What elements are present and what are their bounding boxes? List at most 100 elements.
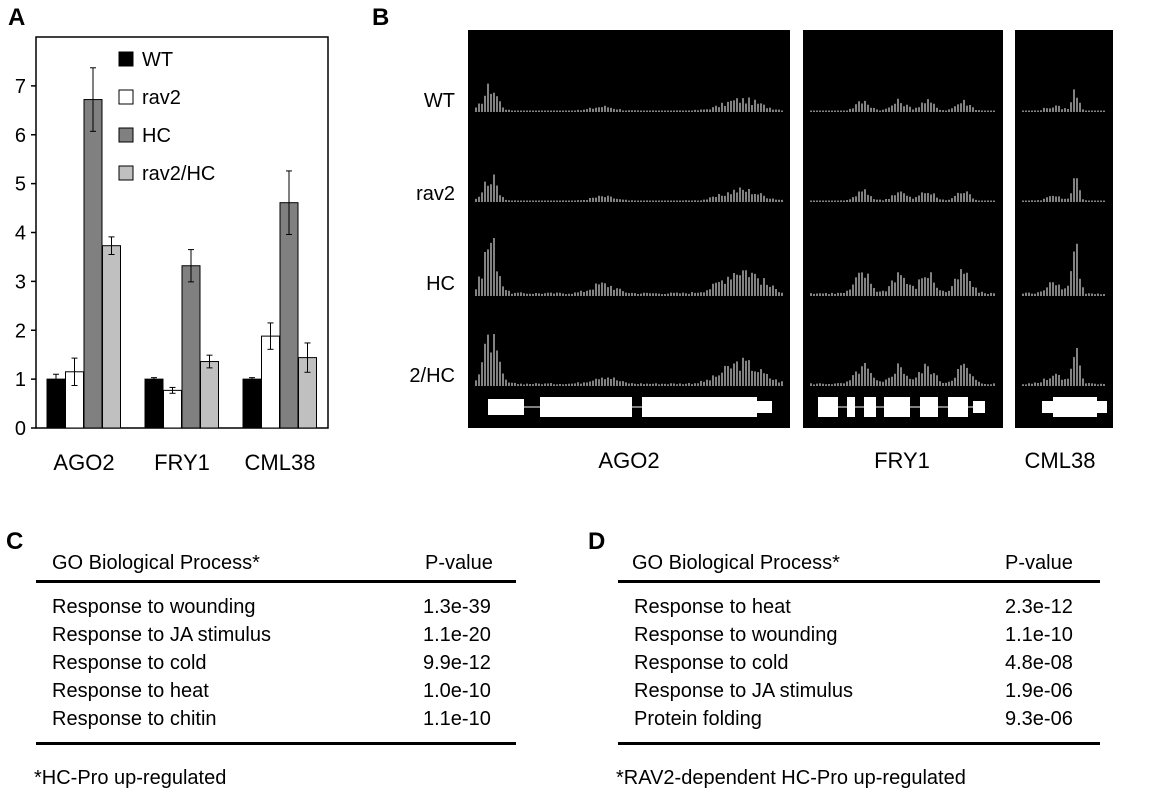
x-category-label: FRY1	[154, 450, 210, 475]
legend-swatch	[118, 89, 134, 105]
go-term: Response to JA stimulus	[634, 680, 853, 702]
track-box-ago2	[468, 30, 790, 428]
table-d-bottom-rule	[618, 742, 1100, 745]
y-tick-label: 5	[15, 174, 26, 196]
go-term: Response to cold	[634, 652, 789, 674]
exon	[756, 401, 772, 413]
bar	[144, 378, 164, 429]
coverage-track	[475, 238, 783, 296]
exon	[973, 401, 985, 413]
bar	[279, 202, 299, 429]
exon	[948, 397, 968, 417]
bar	[200, 361, 219, 429]
table-row: Response to chitin 1.1e-10	[36, 708, 516, 736]
p-value: 1.9e-06	[1005, 680, 1073, 702]
legend-label: rav2	[142, 87, 181, 109]
go-term: Response to chitin	[52, 708, 217, 730]
bar	[181, 265, 201, 429]
legend-label: HC	[142, 125, 171, 147]
exon	[1042, 401, 1054, 413]
exon	[864, 397, 876, 417]
bar	[163, 389, 182, 429]
row-label-wt: WT	[424, 90, 455, 112]
y-tick-label: 2	[15, 320, 26, 342]
go-table-d: GO Biological Process* P-value Response …	[618, 552, 1100, 745]
exon	[642, 397, 757, 417]
plot-area: 0 1 2 3 4 5 6 7 AGO2 FRY1 CML38 WT rav2 HC rav2/HC	[15, 36, 329, 475]
p-value: 2.3e-12	[1005, 596, 1073, 618]
panel-d-label: D	[588, 528, 606, 555]
panel-a-label: A	[8, 4, 26, 31]
table-row: Response to wounding 1.3e-39	[36, 596, 516, 624]
go-term: Response to wounding	[634, 624, 838, 646]
coverage-track	[810, 189, 995, 202]
track-box-fry1	[803, 30, 1003, 428]
table-row: Response to cold 9.9e-12	[36, 652, 516, 680]
track-box-cml38	[1015, 30, 1113, 428]
bar	[261, 335, 280, 429]
table-row: Response to heat 2.3e-12	[618, 596, 1100, 624]
coverage-track	[1022, 348, 1105, 386]
bar	[242, 378, 262, 429]
y-tick-label: 6	[15, 125, 26, 147]
exon	[540, 397, 632, 417]
p-value: 1.0e-10	[423, 680, 491, 702]
exon	[818, 397, 838, 417]
coverage-track	[1022, 178, 1105, 202]
exon	[1053, 397, 1097, 417]
table-c-header-pvalue: P-value	[425, 552, 493, 574]
exon	[847, 397, 855, 417]
bar-chart: 0 1 2 3 4 5 6 7 AGO2 FRY1 CML38 WT rav2 HC rav2/HC	[15, 36, 329, 475]
table-c-footnote: *HC-Pro up-regulated	[34, 767, 227, 789]
row-label-hc: HC	[426, 273, 455, 295]
go-table-c: GO Biological Process* P-value Response …	[36, 552, 516, 745]
x-category-label: CML38	[245, 450, 316, 475]
panel-b-label: B	[372, 4, 390, 31]
panel-c-label: C	[6, 528, 24, 555]
legend-swatch	[118, 127, 134, 143]
legend-label: rav2/HC	[142, 163, 215, 185]
bar	[83, 99, 103, 429]
row-label-rav2-hc: rav2/HC	[410, 365, 455, 387]
track-boxes	[468, 30, 1113, 428]
p-value: 1.1e-10	[1005, 624, 1073, 646]
legend-swatch	[118, 51, 134, 67]
go-term: Protein folding	[634, 708, 762, 730]
table-d-top-rule	[618, 580, 1100, 583]
gene-label-fry1: FRY1	[874, 448, 930, 473]
coverage-track	[475, 334, 783, 386]
exon	[920, 397, 938, 417]
legend-label: WT	[142, 49, 173, 71]
table-row: Response to JA stimulus 1.1e-20	[36, 624, 516, 652]
p-value: 1.3e-39	[423, 596, 491, 618]
exon	[884, 397, 910, 417]
go-term: Response to heat	[52, 680, 209, 702]
table-d-header-pvalue: P-value	[1005, 552, 1073, 574]
coverage-track	[1022, 89, 1105, 112]
y-tick-label: 3	[15, 271, 26, 293]
p-value: 1.1e-10	[423, 708, 491, 730]
coverage-track	[1022, 243, 1105, 296]
p-value: 4.8e-08	[1005, 652, 1073, 674]
table-d-footnote: *RAV2-dependent HC-Pro up-regulated	[616, 767, 966, 789]
exon	[1097, 401, 1107, 413]
go-term: Response to heat	[634, 596, 791, 618]
y-tick-label: 7	[15, 76, 26, 98]
go-term: Response to wounding	[52, 596, 256, 618]
table-row: Protein folding 9.3e-06	[618, 708, 1100, 736]
table-row: Response to wounding 1.1e-10	[618, 624, 1100, 652]
table-c-header-name: GO Biological Process*	[52, 552, 260, 574]
bar	[46, 378, 66, 429]
gene-label-cml38: CML38	[1025, 448, 1096, 473]
p-value: 9.3e-06	[1005, 708, 1073, 730]
coverage-tracks: WT rav2 HC rav2/HC AGO2 FRY1 CML38	[410, 30, 1113, 473]
go-term: Response to cold	[52, 652, 207, 674]
p-value: 1.1e-20	[423, 624, 491, 646]
gene-label-ago2: AGO2	[598, 448, 659, 473]
table-d-header-name: GO Biological Process*	[632, 552, 840, 574]
table-row: Response to heat 1.0e-10	[36, 680, 516, 708]
go-term: Response to JA stimulus	[52, 624, 271, 646]
bar	[102, 245, 121, 429]
coverage-track	[475, 174, 783, 202]
table-row: Response to cold 4.8e-08	[618, 652, 1100, 680]
